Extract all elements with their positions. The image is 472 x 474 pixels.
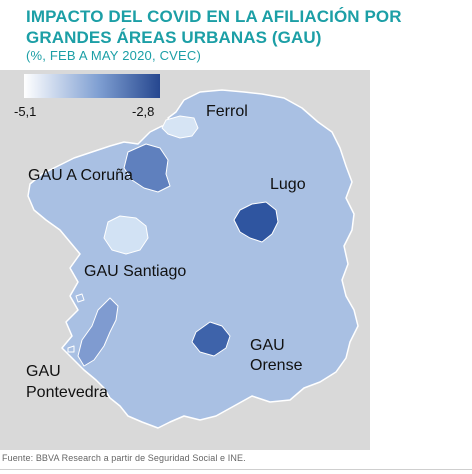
source-note: Fuente: BBVA Research a partir de Seguri… bbox=[2, 453, 246, 463]
gau-orense bbox=[191, 321, 231, 357]
map-subtitle: (%, FEB A MAY 2020, CVEC) bbox=[26, 48, 202, 63]
label-coruna: GAU A Coruña bbox=[28, 167, 133, 184]
legend-max-label: -2,8 bbox=[132, 104, 155, 119]
gau-lugo bbox=[233, 201, 279, 243]
legend-min-label: -5,1 bbox=[14, 104, 37, 119]
map-frame bbox=[0, 70, 370, 450]
label-ferrol: Ferrol bbox=[206, 103, 248, 120]
galicia-region bbox=[27, 89, 359, 429]
coastal-islands bbox=[67, 293, 85, 353]
gau-ferrol bbox=[161, 115, 199, 139]
label-pontevedra-line1: GAU bbox=[26, 363, 61, 380]
map-title: IMPACTO DEL COVID EN LA AFILIACIÓN POR G… bbox=[26, 7, 402, 47]
label-orense-line2: Orense bbox=[250, 357, 303, 374]
gau-coruna bbox=[123, 143, 171, 193]
gau-pontevedra bbox=[77, 297, 119, 367]
label-pontevedra-line2: Pontevedra bbox=[26, 384, 108, 401]
bottom-divider bbox=[0, 469, 472, 470]
legend-color-bar bbox=[24, 74, 160, 98]
galicia-map bbox=[27, 89, 359, 429]
label-orense-line1: GAU bbox=[250, 337, 285, 354]
label-santiago: GAU Santiago bbox=[84, 263, 187, 280]
gau-santiago bbox=[103, 215, 149, 255]
label-lugo: Lugo bbox=[270, 176, 306, 193]
